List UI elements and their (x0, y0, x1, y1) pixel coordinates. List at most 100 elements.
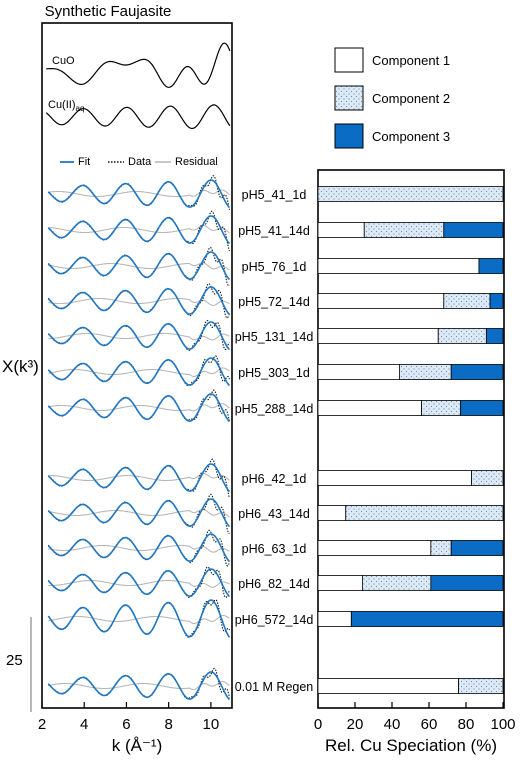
bar-component-1 (317, 505, 347, 521)
legend-fit-label: Fit (78, 156, 90, 168)
fit-curve (47, 533, 231, 563)
sample-label: pH6_63_1d (242, 542, 307, 556)
data-curve (47, 175, 231, 210)
sample-label: 0.01 M Regen (235, 680, 314, 694)
exafs-x-tick-label: 8 (164, 716, 172, 733)
residual-curve (48, 332, 230, 341)
speciation-bars (317, 186, 504, 694)
data-curve (47, 246, 230, 287)
fit-curve (47, 599, 231, 638)
residual-curve (48, 472, 230, 482)
fit-curve (47, 179, 231, 209)
data-curve (47, 529, 231, 567)
sample-label: pH5_72_14d (238, 295, 310, 309)
bar-component-2 (430, 540, 452, 556)
sample-label: pH6_42_1d (242, 472, 307, 486)
sample-label: pH6_82_14d (238, 577, 310, 591)
exafs-x-tick-label: 4 (80, 716, 88, 733)
legend-data-label: Data (128, 156, 152, 168)
sample-label: pH5_41_14d (238, 224, 310, 238)
bar-component-2 (317, 186, 504, 202)
data-curve (47, 283, 231, 319)
residual-curve (48, 544, 230, 553)
bar-component-2 (443, 293, 491, 309)
bar-component-1 (317, 611, 352, 627)
sample-label: pH5_131_14d (235, 330, 314, 344)
fit-curve (47, 568, 231, 598)
legend-component-3-swatch (334, 123, 364, 149)
bar-component-3 (450, 364, 504, 380)
cuaq-label: Cu(II)aq (48, 99, 84, 113)
bar-component-2 (345, 505, 504, 521)
speciation-x-tick-label: 20 (347, 716, 364, 733)
residual-curve (48, 189, 230, 198)
speciation-x-tick-label: 0 (314, 716, 322, 733)
exafs-ylabel: X(k³) (2, 357, 39, 376)
bar-component-1 (317, 222, 365, 238)
bar-component-3 (430, 575, 504, 591)
residual-curve (48, 508, 230, 518)
fit-curve (47, 463, 231, 493)
bar-component-2 (361, 575, 432, 591)
fit-curve (47, 671, 231, 701)
bar-component-1 (317, 364, 400, 380)
bar-component-3 (443, 222, 504, 238)
exafs-xlabel: k (Å⁻¹) (112, 736, 163, 755)
residual-curve (48, 403, 230, 412)
sample-label: pH5_76_1d (242, 260, 307, 274)
scale-bar-label: 25 (6, 652, 23, 669)
bar-component-2 (363, 222, 445, 238)
bar-component-3 (450, 540, 504, 556)
bar-component-1 (317, 678, 460, 694)
bar-component-1 (317, 575, 363, 591)
bar-component-1 (317, 258, 480, 274)
legend-component-1-label: Component 1 (372, 53, 450, 68)
speciation-x-tick-label: 80 (458, 716, 475, 733)
bar-component-3 (485, 328, 504, 344)
bar-component-1 (317, 328, 439, 344)
residual-curve (48, 614, 230, 625)
bar-component-3 (460, 400, 504, 416)
fit-curve (47, 357, 231, 387)
data-curve (48, 458, 231, 499)
sample-label: pH5_41_1d (242, 188, 307, 202)
bar-component-3 (350, 611, 504, 627)
exafs-legend: Fit Data Residual (60, 156, 218, 168)
bar-component-2 (458, 678, 504, 694)
bar-component-1 (317, 470, 472, 486)
exafs-x-tick-label: 6 (122, 716, 130, 733)
exafs-frame (41, 22, 233, 709)
bar-component-1 (317, 540, 432, 556)
exafs-x-ticks: 2 4 6 8 10 (38, 702, 219, 733)
bar-component-2 (421, 400, 461, 416)
cuo-label: CuO (52, 55, 75, 67)
sample-labels: pH5_41_1d pH5_41_14d pH5_76_1d pH5_72_14d pH… (235, 188, 314, 694)
sample-label: pH6_43_14d (238, 507, 310, 521)
bar-component-3 (478, 258, 504, 274)
bar-component-3 (489, 293, 504, 309)
speciation-legend: Component 1 Component 2 Component 3 (334, 47, 450, 149)
data-curve (47, 210, 231, 252)
sample-spectra (47, 175, 231, 701)
exafs-panel: Synthetic Faujasite CuO Cu(II)aq Fit Dat… (2, 3, 233, 755)
speciation-panel: Component 1 Component 2 Component 3 0 20 4… (314, 47, 516, 755)
sample-label: pH6_572_14d (235, 613, 314, 627)
speciation-xlabel: Rel. Cu Speciation (%) (325, 736, 497, 755)
bar-component-1 (317, 293, 445, 309)
speciation-x-tick-label: 40 (384, 716, 401, 733)
residual-curve (48, 262, 230, 271)
legend-component-2-swatch (334, 85, 364, 111)
bar-component-2 (398, 364, 452, 380)
exafs-x-tick-label: 10 (203, 716, 220, 733)
fit-curve (47, 393, 231, 423)
legend-component-3-label: Component 3 (372, 129, 450, 144)
fit-curve (47, 251, 231, 281)
speciation-frame (317, 169, 505, 709)
reference-spectra (45, 42, 231, 130)
exafs-x-tick-label: 2 (38, 716, 46, 733)
bar-component-2 (437, 328, 487, 344)
bar-component-1 (317, 400, 422, 416)
speciation-x-ticks: 0 20 40 60 80 100 (314, 702, 516, 733)
legend-residual-label: Residual (175, 156, 218, 168)
fit-curve (47, 215, 231, 245)
